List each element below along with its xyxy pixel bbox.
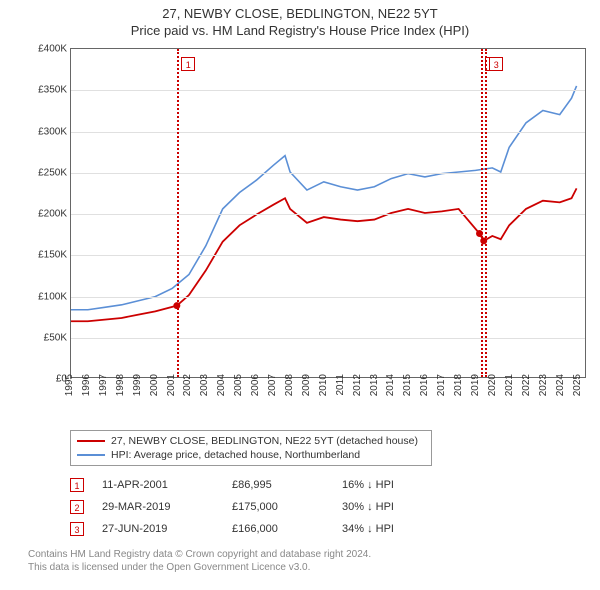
x-axis-label: 2007 (267, 374, 278, 396)
gridline (71, 173, 585, 174)
sale-marker-box: 3 (489, 57, 503, 71)
sales-row: 3 27-JUN-2019 £166,000 34% ↓ HPI (70, 518, 462, 540)
sale-marker-icon: 1 (70, 478, 84, 492)
gridline (71, 297, 585, 298)
plot-area: £0£50K£100K£150K£200K£250K£300K£350K£400… (70, 48, 586, 378)
x-axis-label: 1995 (64, 374, 75, 396)
y-axis-label: £250K (27, 167, 67, 178)
sale-date: 27-JUN-2019 (102, 523, 232, 535)
x-axis-label: 1998 (115, 374, 126, 396)
sale-delta: 34% ↓ HPI (342, 523, 462, 535)
x-axis-label: 2017 (436, 374, 447, 396)
attribution-line: This data is licensed under the Open Gov… (28, 561, 371, 574)
sales-table: 1 11-APR-2001 £86,995 16% ↓ HPI 2 29-MAR… (70, 474, 462, 540)
sale-marker-icon: 3 (70, 522, 84, 536)
y-axis-label: £400K (27, 44, 67, 55)
x-axis-label: 2025 (572, 374, 583, 396)
sale-date: 11-APR-2001 (102, 479, 232, 491)
x-axis-label: 2018 (453, 374, 464, 396)
x-axis-label: 2002 (182, 374, 193, 396)
x-axis-label: 2006 (250, 374, 261, 396)
sale-price: £175,000 (232, 501, 342, 513)
legend-swatch (77, 454, 105, 456)
x-axis-label: 2020 (487, 374, 498, 396)
gridline (71, 132, 585, 133)
x-axis-label: 2022 (521, 374, 532, 396)
sales-row: 2 29-MAR-2019 £175,000 30% ↓ HPI (70, 496, 462, 518)
x-axis-label: 1996 (81, 374, 92, 396)
attribution-text: Contains HM Land Registry data © Crown c… (28, 548, 371, 574)
y-axis-label: £300K (27, 126, 67, 137)
title-address: 27, NEWBY CLOSE, BEDLINGTON, NE22 5YT (0, 6, 600, 21)
y-axis-label: £200K (27, 209, 67, 220)
legend-swatch (77, 440, 105, 442)
sale-delta: 16% ↓ HPI (342, 479, 462, 491)
legend-label: HPI: Average price, detached house, Nort… (111, 449, 360, 461)
gridline (71, 90, 585, 91)
legend-box: 27, NEWBY CLOSE, BEDLINGTON, NE22 5YT (d… (70, 430, 432, 466)
x-axis-label: 2009 (301, 374, 312, 396)
legend-row: HPI: Average price, detached house, Nort… (77, 448, 425, 462)
sale-marker-icon: 2 (70, 500, 84, 514)
sale-marker-line (177, 49, 179, 377)
sale-marker-box: 1 (181, 57, 195, 71)
chart-lines-svg (71, 49, 585, 377)
y-axis-label: £50K (27, 332, 67, 343)
sale-delta: 30% ↓ HPI (342, 501, 462, 513)
x-axis-label: 2014 (385, 374, 396, 396)
gridline (71, 214, 585, 215)
x-axis-label: 2000 (149, 374, 160, 396)
gridline (71, 255, 585, 256)
series-line-hpi (71, 86, 577, 310)
x-axis-label: 2023 (538, 374, 549, 396)
x-axis-label: 2004 (216, 374, 227, 396)
x-axis-label: 2015 (402, 374, 413, 396)
x-axis-label: 2005 (233, 374, 244, 396)
title-subtitle: Price paid vs. HM Land Registry's House … (0, 23, 600, 38)
x-axis-label: 1997 (98, 374, 109, 396)
sale-price: £166,000 (232, 523, 342, 535)
x-axis-label: 1999 (132, 374, 143, 396)
y-axis-label: £150K (27, 250, 67, 261)
chart-title-block: 27, NEWBY CLOSE, BEDLINGTON, NE22 5YT Pr… (0, 0, 600, 38)
x-axis-label: 2008 (284, 374, 295, 396)
sale-marker-line (485, 49, 487, 377)
x-axis-label: 2024 (555, 374, 566, 396)
y-axis-label: £350K (27, 85, 67, 96)
x-axis-label: 2013 (369, 374, 380, 396)
x-axis-label: 2016 (419, 374, 430, 396)
attribution-line: Contains HM Land Registry data © Crown c… (28, 548, 371, 561)
x-axis-label: 2012 (352, 374, 363, 396)
legend-row: 27, NEWBY CLOSE, BEDLINGTON, NE22 5YT (d… (77, 434, 425, 448)
x-axis-label: 2021 (504, 374, 515, 396)
gridline (71, 338, 585, 339)
x-axis-label: 2010 (318, 374, 329, 396)
x-axis-label: 2011 (335, 374, 346, 396)
sale-price: £86,995 (232, 479, 342, 491)
x-axis-label: 2001 (166, 374, 177, 396)
x-axis-label: 2003 (199, 374, 210, 396)
y-axis-label: £0 (27, 374, 67, 385)
sales-row: 1 11-APR-2001 £86,995 16% ↓ HPI (70, 474, 462, 496)
y-axis-label: £100K (27, 291, 67, 302)
chart-container: £0£50K£100K£150K£200K£250K£300K£350K£400… (28, 48, 586, 422)
sale-marker-line (481, 49, 483, 377)
x-axis-label: 2019 (470, 374, 481, 396)
legend-label: 27, NEWBY CLOSE, BEDLINGTON, NE22 5YT (d… (111, 435, 418, 447)
sale-date: 29-MAR-2019 (102, 501, 232, 513)
